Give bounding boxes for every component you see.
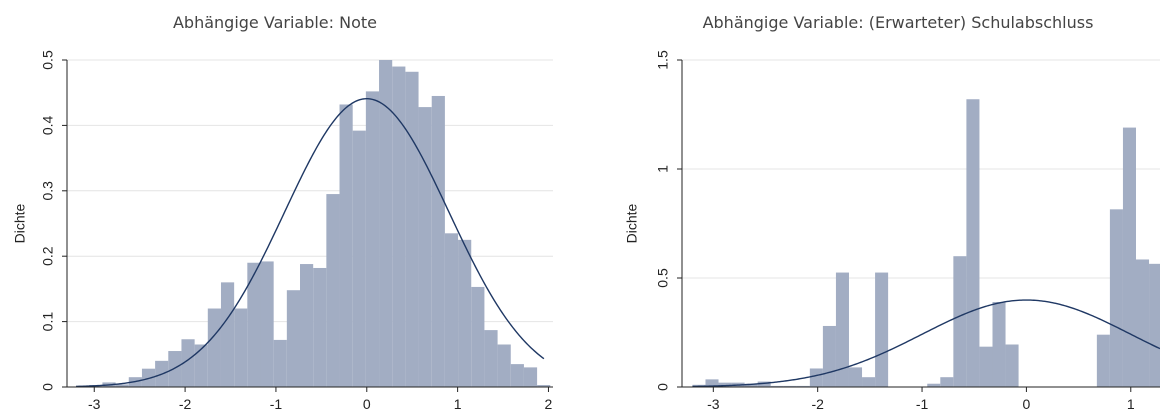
histogram-bar xyxy=(1122,127,1136,387)
x-tick-label: 1 xyxy=(454,396,462,412)
histogram-bar xyxy=(194,344,208,387)
x-tick-label: 0 xyxy=(363,396,371,412)
histogram-bar xyxy=(757,381,771,387)
histogram-bar xyxy=(207,308,221,387)
normal-density-curve xyxy=(692,299,1160,388)
x-tick-label: -3 xyxy=(707,396,720,412)
y-tick-label: 0.3 xyxy=(40,181,56,201)
normal-density-curve xyxy=(76,98,545,388)
histogram-bar xyxy=(770,385,784,387)
histogram-bar xyxy=(365,91,380,387)
histogram-bar xyxy=(718,382,732,387)
y-tick-label: 0.1 xyxy=(40,312,56,332)
y-tick-label: 0 xyxy=(655,383,671,391)
histogram-bar xyxy=(1109,209,1123,387)
x-tick-label: -2 xyxy=(811,396,824,412)
histogram-bar xyxy=(497,344,511,387)
y-tick-label: 1 xyxy=(655,165,671,173)
x-tick-label: -1 xyxy=(916,396,929,412)
histogram-bar xyxy=(966,99,980,388)
histogram-bar xyxy=(783,385,797,387)
x-tick-label: -2 xyxy=(179,396,192,412)
histogram-bar xyxy=(705,379,719,387)
histogram-bar xyxy=(313,267,327,387)
histogram-bar xyxy=(537,385,551,387)
x-tick-label: 0 xyxy=(1023,396,1031,412)
histogram-bar xyxy=(115,384,129,387)
histogram-bar xyxy=(418,107,432,387)
histogram-bar xyxy=(979,346,993,387)
histogram-bar xyxy=(835,272,849,387)
histogram-bar xyxy=(352,130,366,387)
y-tick-label: 1.5 xyxy=(655,50,671,70)
histogram-bar xyxy=(848,367,863,387)
histogram-bar xyxy=(510,364,524,387)
histogram-bar xyxy=(953,256,967,387)
x-tick-label: -1 xyxy=(270,396,283,412)
x-tick-label: -3 xyxy=(88,396,101,412)
histogram-bar xyxy=(458,239,472,387)
y-tick-label: 0.4 xyxy=(40,115,56,135)
y-tick-label: 0 xyxy=(40,383,56,391)
histogram-bar xyxy=(444,233,459,387)
histogram-bar xyxy=(168,351,182,387)
histogram-bar xyxy=(940,377,954,387)
histogram-bar xyxy=(744,383,758,387)
y-tick-label: 0.5 xyxy=(655,268,671,288)
y-axis-label: Dichte xyxy=(12,203,28,243)
histogram-bar xyxy=(234,308,248,387)
histogram-bar xyxy=(1005,344,1019,387)
histogram-bar xyxy=(471,286,485,387)
chart-panel-schulabschluss: Abhängige Variable: (Erwarteter) Schulab… xyxy=(624,13,1160,412)
histogram-bar xyxy=(822,325,836,387)
histogram-bar xyxy=(247,262,261,387)
histogram-bar xyxy=(484,330,498,387)
histogram-bar xyxy=(523,367,538,387)
histogram-bar xyxy=(809,368,823,387)
histogram-bar xyxy=(379,60,393,387)
histogram-bar xyxy=(1096,334,1110,387)
histogram-bar xyxy=(300,264,314,387)
y-tick-label: 0.5 xyxy=(40,50,56,70)
chart-title: Abhängige Variable: Note xyxy=(173,13,377,32)
chart-title: Abhängige Variable: (Erwarteter) Schulab… xyxy=(703,13,1094,32)
histogram-bar xyxy=(273,339,287,387)
histogram-bar xyxy=(927,383,941,387)
histogram-bar xyxy=(1149,263,1160,387)
y-tick-label: 0.2 xyxy=(40,246,56,266)
histogram-bar xyxy=(405,71,419,387)
histogram-bar xyxy=(862,377,876,387)
histogram-bar xyxy=(260,261,274,387)
x-tick-label: 2 xyxy=(545,396,553,412)
histogram-bar xyxy=(431,95,445,387)
chart-panel-note: Abhängige Variable: Note 0 0.1 0.2 0.3 0.4 0.5… xyxy=(12,13,553,412)
histogram-bar xyxy=(796,385,810,387)
histogram-bar xyxy=(220,282,235,387)
histogram-bar xyxy=(326,194,340,387)
histogram-bar xyxy=(1135,259,1150,387)
histogram-bar xyxy=(286,290,301,387)
histogram-bar xyxy=(992,301,1006,387)
histogram-bar xyxy=(875,272,889,387)
histogram-bar xyxy=(392,66,406,387)
x-tick-label: 1 xyxy=(1127,396,1135,412)
histogram-bar xyxy=(339,104,353,388)
y-axis-label: Dichte xyxy=(624,203,640,243)
histogram-bar xyxy=(181,339,195,387)
